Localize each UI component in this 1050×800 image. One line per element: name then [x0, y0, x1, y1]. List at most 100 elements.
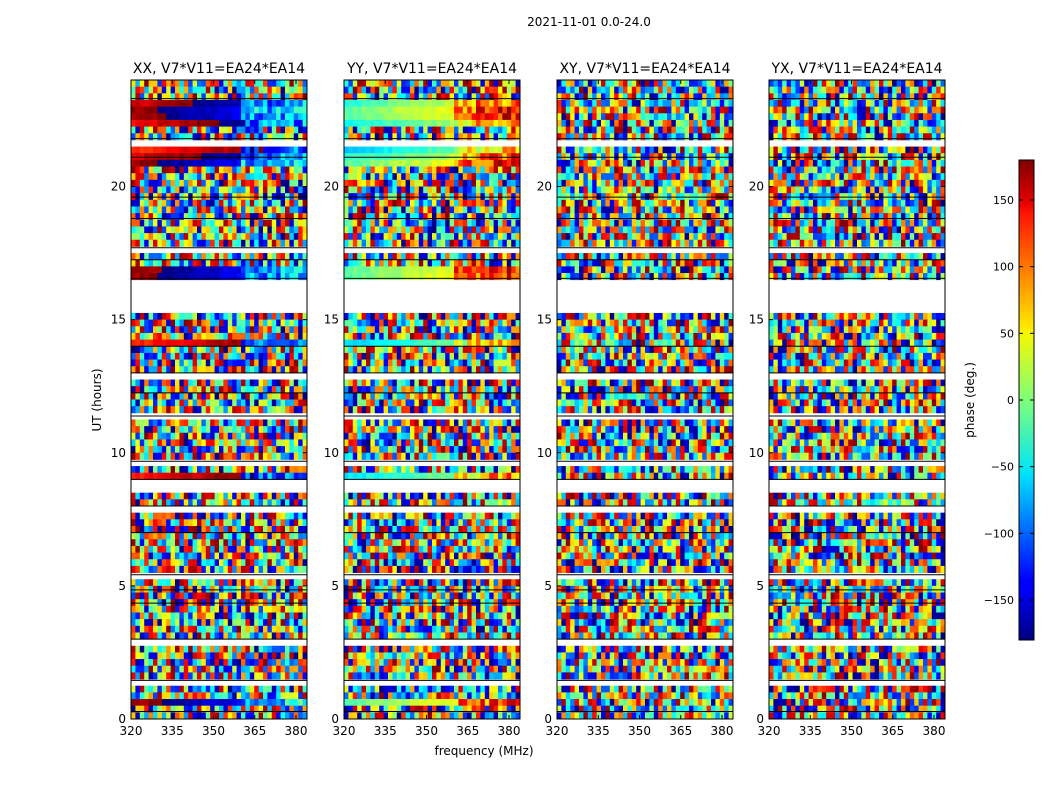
- heatmap-cell: [458, 80, 464, 88]
- heatmap-cell: [139, 426, 145, 434]
- heatmap-cell: [183, 699, 189, 707]
- heatmap-cell: [344, 159, 349, 167]
- heatmap-cell: [139, 106, 145, 114]
- heatmap-cell: [170, 86, 176, 94]
- heatmap-cell: [271, 659, 277, 667]
- heatmap-cell: [219, 632, 224, 640]
- heatmap-cell: [476, 406, 481, 414]
- heatmap-cell: [227, 565, 233, 573]
- heatmap-cell: [484, 219, 490, 227]
- heatmap-cell: [454, 253, 459, 261]
- heatmap-cell: [436, 253, 442, 261]
- heatmap-cell: [449, 93, 455, 101]
- heatmap-cell: [245, 206, 251, 214]
- heatmap-cell: [267, 99, 273, 108]
- heatmap-cell: [410, 312, 415, 321]
- heatmap-cell: [383, 199, 389, 207]
- heatmap-cell: [423, 346, 428, 354]
- heatmap-cell: [352, 226, 358, 234]
- heatmap-cell: [405, 226, 411, 234]
- heatmap-cell: [263, 119, 268, 127]
- heatmap-cell: [153, 173, 158, 181]
- heatmap-cell: [285, 93, 290, 101]
- heatmap-cell: [374, 399, 380, 407]
- heatmap-cell: [493, 379, 499, 387]
- heatmap-cell: [511, 206, 516, 214]
- heatmap-cell: [236, 619, 242, 627]
- heatmap-cell: [280, 672, 286, 680]
- heatmap-cell: [289, 559, 295, 567]
- heatmap-cell: [489, 326, 494, 334]
- heatmap-cell: [219, 519, 224, 527]
- heatmap-cell: [258, 106, 264, 114]
- heatmap-cell: [201, 492, 207, 500]
- heatmap-cell: [258, 632, 264, 640]
- heatmap-cell: [285, 466, 290, 474]
- heatmap-cell: [249, 512, 255, 520]
- heatmap-cell: [227, 466, 233, 474]
- heatmap-cell: [289, 119, 295, 127]
- heatmap-cell: [515, 119, 521, 127]
- heatmap-cell: [188, 219, 193, 227]
- heatmap-cell: [267, 219, 273, 227]
- heatmap-cell: [157, 179, 163, 187]
- heatmap-cell: [214, 432, 220, 440]
- heatmap-cell: [161, 699, 167, 707]
- heatmap-cell: [458, 186, 464, 194]
- heatmap-cell: [480, 326, 486, 334]
- heatmap-cell: [271, 173, 277, 181]
- heatmap-cell: [236, 452, 242, 460]
- heatmap-cell: [214, 133, 220, 141]
- heatmap-cell: [241, 612, 246, 620]
- heatmap-cell: [414, 93, 420, 101]
- heatmap-cell: [423, 392, 428, 400]
- heatmap-cell: [374, 339, 380, 347]
- heatmap-cell: [210, 426, 215, 434]
- heatmap-cell: [298, 226, 303, 234]
- heatmap-cell: [498, 339, 503, 347]
- heatmap-cell: [153, 565, 158, 573]
- heatmap-cell: [392, 206, 398, 214]
- heatmap-cell: [298, 426, 303, 434]
- heatmap-cell: [131, 392, 136, 400]
- heatmap-cell: [374, 199, 380, 207]
- heatmap-cell: [276, 119, 281, 127]
- heatmap-cell: [161, 213, 167, 221]
- heatmap-cell: [471, 146, 477, 154]
- heatmap-cell: [348, 379, 354, 387]
- heatmap-cell: [267, 273, 273, 281]
- heatmap-cell: [232, 186, 237, 194]
- heatmap-cell: [214, 692, 220, 700]
- heatmap-cell: [374, 426, 380, 434]
- heatmap-cell: [249, 559, 255, 567]
- heatmap-cell: [135, 499, 141, 507]
- heatmap-cell: [276, 173, 281, 181]
- heatmap-cell: [502, 239, 508, 247]
- heatmap-cell: [148, 159, 154, 167]
- heatmap-cell: [280, 499, 286, 507]
- heatmap-cell: [280, 426, 286, 434]
- heatmap-cell: [161, 545, 167, 553]
- heatmap-cell: [175, 672, 180, 680]
- heatmap-cell: [298, 466, 303, 474]
- heatmap-cell: [144, 419, 149, 427]
- heatmap-cell: [357, 259, 362, 267]
- heatmap-cell: [201, 625, 207, 633]
- heatmap-cell: [183, 126, 189, 134]
- heatmap-cell: [502, 379, 508, 387]
- heatmap-cell: [219, 446, 224, 454]
- heatmap-cell: [139, 253, 145, 261]
- heatmap-cell: [436, 119, 442, 127]
- heatmap-cell: [392, 406, 398, 414]
- heatmap-cell: [405, 233, 411, 241]
- heatmap-cell: [254, 712, 259, 720]
- heatmap-cell: [396, 226, 402, 234]
- heatmap-cell: [188, 466, 193, 474]
- heatmap-cell: [410, 359, 415, 367]
- heatmap-cell: [476, 86, 481, 94]
- heatmap-cell: [449, 213, 455, 221]
- heatmap-cell: [214, 499, 220, 507]
- heatmap-cell: [440, 213, 446, 221]
- heatmap-cell: [192, 565, 198, 573]
- heatmap-cell: [440, 99, 446, 108]
